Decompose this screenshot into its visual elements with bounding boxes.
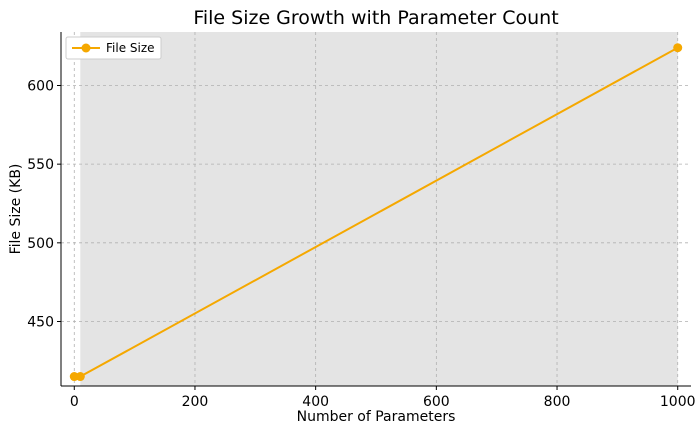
highlight-region [80,32,678,386]
x-axis-label: Number of Parameters [297,409,456,425]
y-tick-label: 450 [27,314,54,330]
legend-box [65,36,162,60]
x-tick-label: 600 [423,394,450,410]
data-point [673,43,683,53]
x-tick-label: 0 [70,394,79,410]
y-tick-label: 500 [27,236,54,252]
legend-label: File Size [106,41,155,55]
y-tick-label: 600 [27,78,54,94]
x-tick-label: 200 [182,394,209,410]
y-tick-label: 550 [27,157,54,173]
chart-title: File Size Growth with Parameter Count [193,7,558,29]
legend-marker [81,43,91,53]
y-axis-label: File Size (KB) [8,164,24,255]
x-tick-label: 800 [544,394,571,410]
data-point [75,372,85,382]
x-tick-label: 1000 [660,394,696,410]
plot-area: 0 200 400 600 800 1000 450 500 550 600 [27,32,696,410]
x-tick-label: 400 [302,394,329,410]
legend: File Size [65,36,162,60]
